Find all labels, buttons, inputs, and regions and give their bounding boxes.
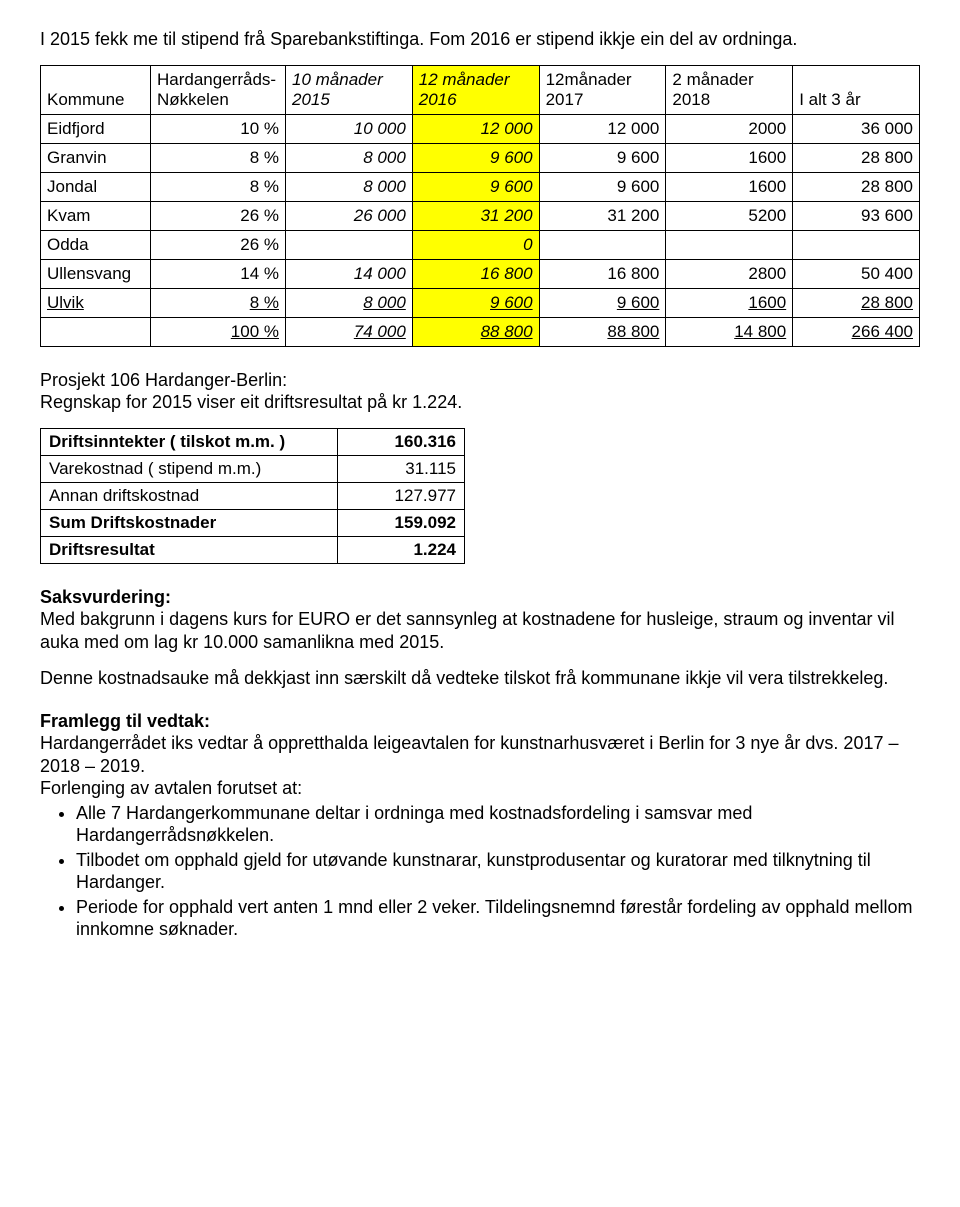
table-row: Driftsinntekter ( tilskot m.m. )160.316	[41, 428, 465, 455]
col-header: 10 månader2015	[286, 65, 413, 114]
table-row: 100 %74 00088 80088 80014 800266 400	[41, 317, 920, 346]
table-row: Jondal8 %8 0009 6009 600160028 800	[41, 172, 920, 201]
col-header: Hardangerråds-Nøkkelen	[151, 65, 286, 114]
table-row: Kvam26 %26 00031 20031 200520093 600	[41, 201, 920, 230]
col-header: 12 månader2016	[412, 65, 539, 114]
col-header: 2 månader2018	[666, 65, 793, 114]
kommune-table: KommuneHardangerråds-Nøkkelen10 månader2…	[40, 65, 920, 347]
col-header: I alt 3 år	[793, 65, 920, 114]
table-row: Granvin8 %8 0009 6009 600160028 800	[41, 143, 920, 172]
table-row: Sum Driftskostnader159.092	[41, 509, 465, 536]
table-row: Odda26 %0	[41, 230, 920, 259]
intro-text: I 2015 fekk me til stipend frå Sparebank…	[40, 28, 920, 51]
driftstable: Driftsinntekter ( tilskot m.m. )160.316V…	[40, 428, 465, 564]
list-item: Periode for opphald vert anten 1 mnd ell…	[76, 896, 920, 941]
table-row: Driftsresultat1.224	[41, 536, 465, 563]
list-item: Tilbodet om opphald gjeld for utøvande k…	[76, 849, 920, 894]
framlegg: Framlegg til vedtak: Hardangerrådet iks …	[40, 710, 920, 800]
col-header: 12månader2017	[539, 65, 666, 114]
prosjekt-heading: Prosjekt 106 Hardanger-Berlin: Regnskap …	[40, 369, 920, 414]
table-row: Ulvik8 %8 0009 6009 600160028 800	[41, 288, 920, 317]
saksvurdering: Saksvurdering: Med bakgrunn i dagens kur…	[40, 586, 920, 654]
table-row: Eidfjord10 %10 00012 00012 000200036 000	[41, 114, 920, 143]
table-row: Ullensvang14 %14 00016 80016 800280050 4…	[41, 259, 920, 288]
kommune-table-header: KommuneHardangerråds-Nøkkelen10 månader2…	[41, 65, 920, 114]
table-row: Varekostnad ( stipend m.m.)31.115	[41, 455, 465, 482]
saks-p2: Denne kostnadsauke må dekkjast inn særsk…	[40, 667, 920, 690]
col-header: Kommune	[41, 65, 151, 114]
framlegg-list: Alle 7 Hardangerkommunane deltar i ordni…	[40, 802, 920, 941]
list-item: Alle 7 Hardangerkommunane deltar i ordni…	[76, 802, 920, 847]
table-row: Annan driftskostnad127.977	[41, 482, 465, 509]
